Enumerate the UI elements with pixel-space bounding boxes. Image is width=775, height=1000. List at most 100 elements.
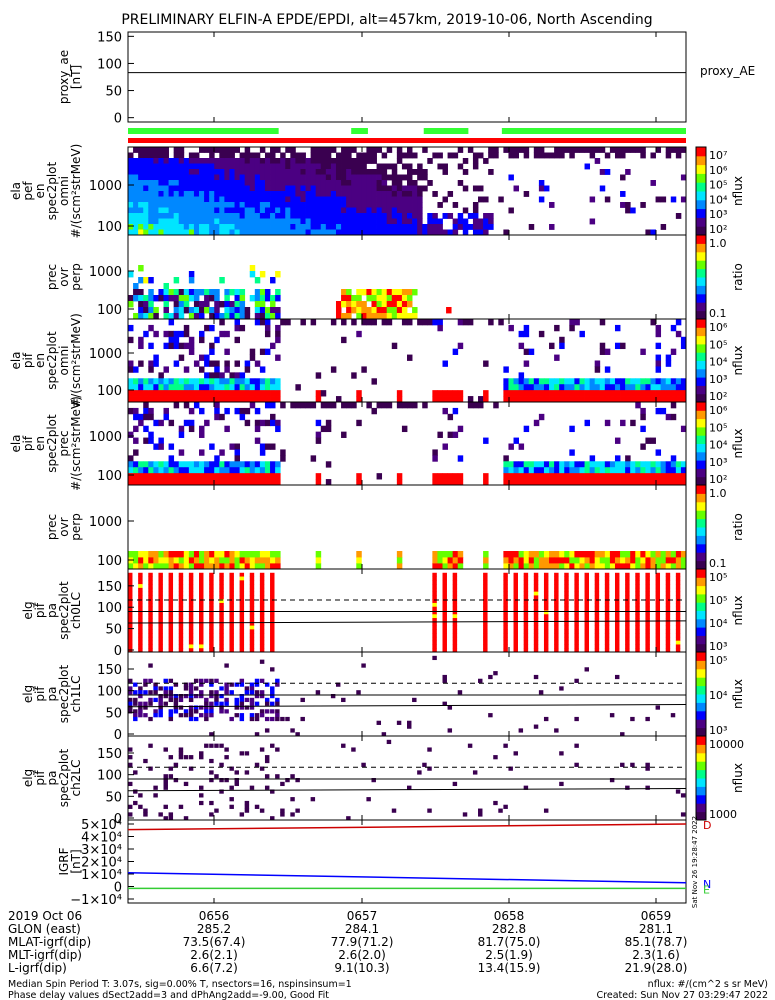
heatmap-cell bbox=[407, 202, 413, 208]
heatmap-cell bbox=[533, 640, 539, 645]
heatmap-cell bbox=[199, 678, 204, 683]
heatmap-cell bbox=[290, 163, 296, 170]
heatmap-cell bbox=[665, 584, 671, 589]
heatmap-cell bbox=[183, 163, 190, 170]
heatmap-cell bbox=[259, 551, 266, 558]
heatmap-cell bbox=[168, 313, 175, 320]
heatmap-cell bbox=[655, 330, 662, 338]
heatmap-cell bbox=[361, 218, 367, 225]
heatmap-cell bbox=[366, 319, 372, 326]
heatmap-cell bbox=[381, 202, 388, 208]
colorbar-label: nflux bbox=[731, 596, 745, 626]
heatmap-cell bbox=[594, 572, 600, 577]
heatmap-cell bbox=[645, 384, 651, 391]
heatmap-cell bbox=[183, 461, 190, 468]
y-axis-label: [nT] bbox=[69, 65, 83, 89]
heatmap-cell bbox=[655, 360, 662, 367]
heatmap-cell bbox=[168, 551, 175, 558]
heatmap-cell bbox=[138, 277, 144, 284]
heatmap-cell bbox=[396, 720, 402, 725]
heatmap-cell bbox=[219, 694, 224, 699]
heatmap-cell bbox=[533, 584, 539, 589]
heatmap-cell bbox=[523, 584, 529, 589]
heatmap-cell bbox=[483, 580, 488, 585]
heatmap-cell bbox=[259, 467, 266, 474]
heatmap-cell bbox=[259, 591, 265, 596]
heatmap-cell bbox=[199, 621, 204, 626]
heatmap-cell bbox=[138, 648, 143, 653]
heatmap-cell bbox=[538, 479, 545, 486]
heatmap-cell bbox=[614, 606, 620, 611]
heatmap-cell bbox=[320, 229, 327, 236]
heatmap-cell bbox=[472, 158, 479, 164]
heatmap-cell bbox=[614, 390, 621, 397]
heatmap-cell bbox=[533, 419, 540, 427]
heatmap-cell bbox=[564, 384, 570, 391]
heatmap-cell bbox=[188, 709, 194, 714]
heatmap-cell bbox=[310, 218, 317, 225]
heatmap-cell bbox=[188, 766, 194, 771]
heatmap-cell bbox=[209, 202, 215, 208]
heatmap-cell bbox=[254, 152, 261, 159]
heatmap-cell bbox=[209, 557, 215, 564]
heatmap-cell bbox=[407, 229, 413, 236]
heatmap-cell bbox=[564, 576, 569, 581]
heatmap-cell bbox=[224, 158, 230, 164]
heatmap-cell bbox=[533, 473, 540, 480]
heatmap-cell bbox=[361, 185, 367, 192]
heatmap-cell bbox=[199, 301, 205, 308]
heatmap-cell bbox=[178, 644, 184, 649]
heatmap-cell bbox=[280, 455, 286, 462]
heatmap-cell bbox=[650, 384, 656, 391]
heatmap-cell bbox=[523, 621, 529, 626]
heatmap-cell bbox=[219, 185, 225, 192]
heatmap-cell bbox=[219, 610, 224, 615]
heatmap-cell bbox=[675, 576, 681, 581]
heatmap-cell bbox=[564, 572, 569, 577]
heatmap-cell bbox=[178, 229, 185, 236]
heatmap-cell bbox=[158, 396, 164, 403]
heatmap-cell bbox=[533, 563, 540, 570]
heatmap-cell bbox=[554, 572, 559, 577]
heatmap-cell bbox=[680, 174, 687, 181]
heatmap-cell bbox=[209, 224, 215, 230]
heatmap-cell bbox=[188, 163, 195, 170]
heatmap-cell bbox=[219, 629, 224, 634]
heatmap-cell bbox=[209, 467, 215, 474]
heatmap-cell bbox=[356, 213, 362, 219]
heatmap-cell bbox=[574, 640, 579, 645]
heatmap-cell bbox=[427, 229, 433, 236]
heatmap-cell bbox=[315, 191, 322, 197]
heatmap-cell bbox=[178, 694, 184, 699]
heatmap-cell bbox=[148, 163, 154, 170]
heatmap-cell bbox=[148, 633, 153, 638]
heatmap-cell bbox=[432, 640, 437, 645]
heatmap-cell bbox=[209, 551, 215, 558]
heatmap-cell bbox=[614, 674, 620, 680]
heatmap-cell bbox=[655, 563, 662, 570]
heatmap-cell bbox=[219, 330, 225, 338]
heatmap-cell bbox=[462, 169, 469, 175]
heatmap-cell bbox=[579, 563, 585, 570]
heatmap-cell bbox=[533, 396, 540, 403]
heatmap-cell bbox=[219, 701, 224, 706]
heatmap-cell bbox=[163, 301, 169, 308]
heatmap-cell bbox=[371, 174, 377, 181]
heatmap-cell bbox=[376, 307, 383, 314]
heatmap-cell bbox=[128, 295, 134, 302]
heatmap-cell bbox=[188, 191, 195, 197]
colorbar-segment bbox=[696, 736, 706, 745]
heatmap-cell bbox=[128, 595, 133, 600]
heatmap-cell bbox=[285, 207, 291, 214]
heatmap-cell bbox=[214, 185, 220, 192]
heatmap-cell bbox=[442, 633, 447, 638]
heatmap-cell bbox=[640, 473, 646, 480]
heatmap-cell bbox=[224, 479, 230, 486]
heatmap-cell bbox=[366, 218, 372, 225]
heatmap-cell bbox=[381, 152, 388, 159]
heatmap-cell bbox=[645, 584, 650, 589]
heatmap-cell bbox=[594, 563, 601, 570]
heatmap-cell bbox=[335, 158, 342, 164]
heatmap-cell bbox=[503, 455, 509, 462]
heatmap-cell bbox=[178, 301, 185, 308]
